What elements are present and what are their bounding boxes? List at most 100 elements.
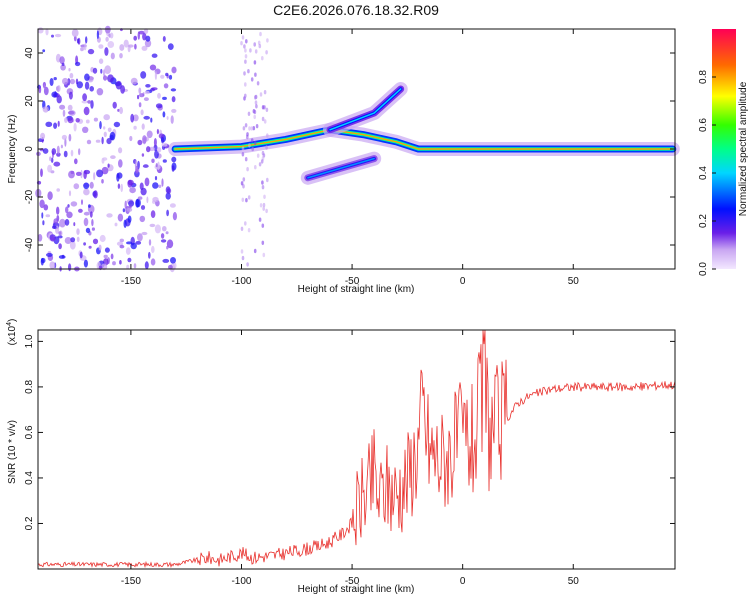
noise-point bbox=[58, 231, 62, 236]
noise-point bbox=[38, 85, 42, 94]
noise-point bbox=[83, 242, 86, 246]
noise-point bbox=[40, 168, 43, 177]
noise-point bbox=[162, 111, 166, 118]
noise-point bbox=[69, 240, 76, 250]
colorbar: 0.0 0.2 0.4 0.6 0.8 Normalized spectral ampl… bbox=[698, 29, 749, 276]
spectrogram-y-ticks: -40 -20 0 20 40 bbox=[24, 47, 675, 252]
noise-point bbox=[40, 132, 46, 140]
noise-point bbox=[93, 190, 98, 199]
noise-point bbox=[262, 202, 266, 208]
noise-point bbox=[244, 93, 247, 99]
noise-point bbox=[49, 261, 56, 270]
noise-point bbox=[167, 43, 174, 50]
noise-point bbox=[246, 167, 249, 172]
y-tick-label: 40 bbox=[24, 47, 35, 59]
noise-point bbox=[152, 196, 159, 203]
noise-point bbox=[87, 100, 92, 104]
noise-point bbox=[155, 103, 163, 109]
noise-point bbox=[61, 254, 65, 259]
noise-point bbox=[134, 43, 137, 50]
noise-point bbox=[154, 150, 159, 159]
noise-point bbox=[56, 152, 61, 157]
noise-point bbox=[118, 159, 123, 168]
noise-point bbox=[110, 155, 116, 160]
noise-point bbox=[160, 239, 167, 243]
noise-point bbox=[241, 146, 245, 151]
noise-point bbox=[146, 130, 153, 139]
noise-point bbox=[89, 181, 94, 189]
noise-point bbox=[107, 163, 110, 168]
noise-point bbox=[165, 72, 169, 77]
noise-point bbox=[140, 109, 144, 116]
noise-point bbox=[50, 236, 56, 242]
noise-point bbox=[74, 61, 81, 67]
noise-point bbox=[170, 88, 177, 92]
snr-series-line bbox=[37, 329, 676, 569]
noise-point bbox=[266, 177, 269, 183]
noise-point bbox=[156, 147, 162, 153]
noise-point bbox=[85, 227, 91, 234]
noise-point bbox=[172, 212, 177, 221]
noise-point bbox=[69, 72, 74, 79]
noise-point bbox=[98, 58, 104, 64]
noise-point bbox=[96, 88, 104, 96]
colorbar-ticks: 0.0 0.2 0.4 0.6 0.8 bbox=[698, 70, 716, 276]
noise-point bbox=[144, 177, 150, 187]
noise-point bbox=[81, 199, 83, 205]
noise-point bbox=[157, 92, 161, 99]
noise-point bbox=[139, 93, 145, 98]
noise-point bbox=[171, 66, 177, 74]
colorbar-label: Normalized spectral amplitude bbox=[738, 81, 749, 216]
noise-point bbox=[241, 35, 245, 40]
noise-point bbox=[117, 108, 120, 112]
colorbar-tick-label: 0.0 bbox=[698, 262, 709, 276]
noise-point bbox=[66, 211, 73, 219]
noise-point bbox=[101, 179, 104, 184]
noise-point bbox=[143, 97, 149, 101]
noise-point bbox=[119, 244, 125, 249]
noise-point bbox=[64, 117, 68, 123]
noise-point bbox=[154, 70, 157, 80]
noise-point bbox=[253, 248, 257, 254]
noise-point bbox=[165, 186, 171, 194]
noise-point bbox=[57, 120, 60, 127]
noise-point bbox=[45, 214, 51, 218]
noise-point bbox=[133, 35, 137, 41]
noise-point bbox=[119, 44, 125, 51]
noise-point bbox=[261, 116, 265, 122]
noise-point bbox=[96, 30, 99, 39]
noise-point bbox=[70, 201, 78, 207]
noise-point bbox=[166, 209, 170, 217]
noise-point bbox=[61, 62, 65, 66]
noise-point bbox=[84, 73, 90, 81]
noise-point bbox=[254, 165, 257, 170]
noise-point bbox=[171, 108, 177, 113]
noise-point bbox=[146, 146, 151, 153]
noise-point bbox=[144, 90, 150, 95]
noise-point bbox=[143, 115, 150, 120]
noise-point bbox=[42, 49, 46, 53]
noise-point bbox=[242, 126, 246, 131]
noise-point bbox=[85, 36, 88, 44]
noise-point bbox=[53, 77, 57, 81]
noise-point bbox=[250, 77, 254, 82]
noise-point bbox=[100, 68, 103, 74]
noise-point bbox=[99, 234, 106, 243]
noise-point bbox=[119, 53, 123, 59]
noise-point bbox=[64, 219, 70, 226]
noise-point bbox=[112, 261, 116, 266]
noise-point bbox=[90, 100, 94, 109]
noise-point bbox=[118, 147, 123, 154]
noise-point bbox=[163, 83, 169, 89]
noise-point bbox=[41, 212, 44, 219]
noise-point bbox=[261, 180, 264, 185]
noise-point bbox=[84, 42, 87, 51]
noise-point bbox=[59, 104, 66, 110]
noise-point bbox=[60, 64, 66, 71]
noise-point bbox=[88, 204, 91, 208]
noise-point bbox=[146, 196, 149, 204]
spectrogram-features bbox=[35, 25, 680, 273]
noise-point bbox=[76, 228, 80, 236]
colorbar-tick-label: 0.8 bbox=[698, 70, 709, 84]
